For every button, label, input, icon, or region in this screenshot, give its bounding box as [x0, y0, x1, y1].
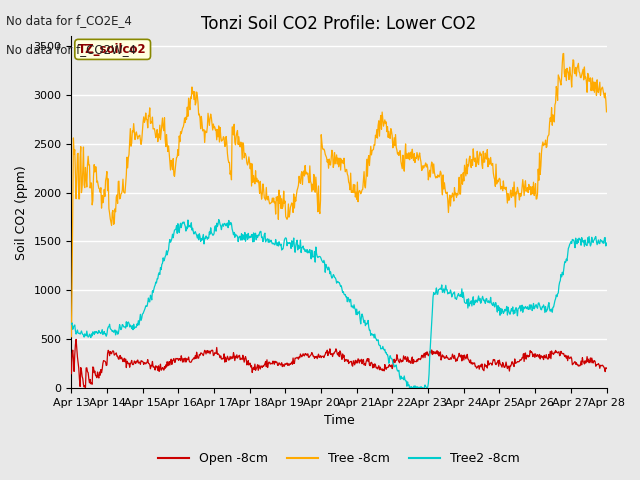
Text: TZ_soilco2: TZ_soilco2 [78, 43, 147, 56]
Title: Tonzi Soil CO2 Profile: Lower CO2: Tonzi Soil CO2 Profile: Lower CO2 [202, 15, 477, 33]
Y-axis label: Soil CO2 (ppm): Soil CO2 (ppm) [15, 165, 28, 260]
X-axis label: Time: Time [324, 414, 355, 427]
Legend: Open -8cm, Tree -8cm, Tree2 -8cm: Open -8cm, Tree -8cm, Tree2 -8cm [153, 447, 525, 470]
Text: No data for f_CO2W_4: No data for f_CO2W_4 [6, 43, 136, 56]
Text: No data for f_CO2E_4: No data for f_CO2E_4 [6, 14, 132, 27]
